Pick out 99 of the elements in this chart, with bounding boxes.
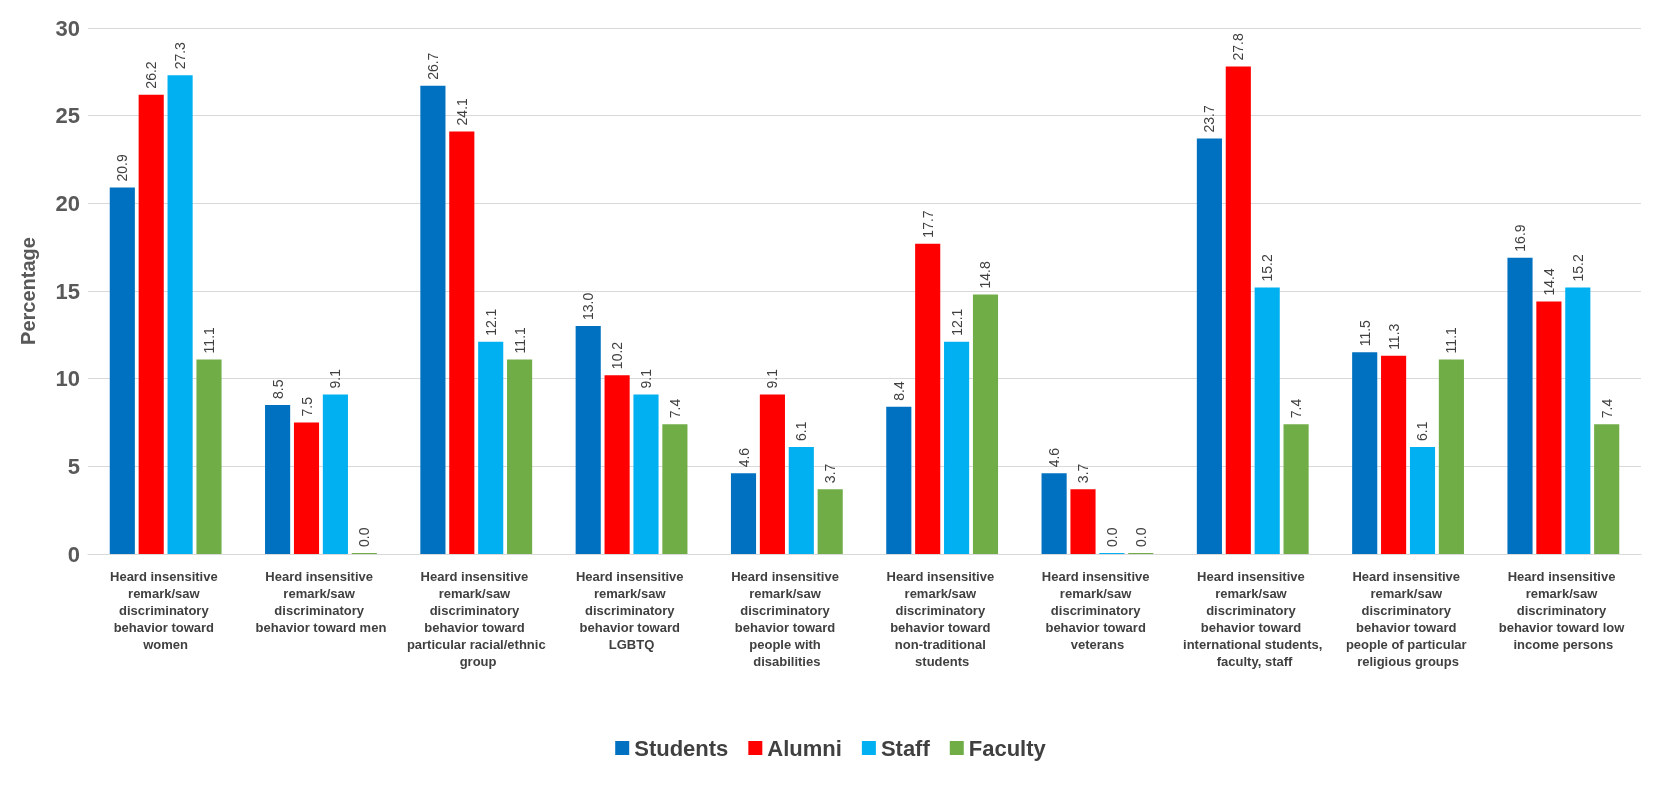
data-label: 6.1 bbox=[1414, 421, 1431, 442]
bar bbox=[575, 326, 601, 554]
data-label: 9.1 bbox=[764, 368, 781, 389]
y-axis-title: Percentage bbox=[17, 237, 39, 345]
bar bbox=[1254, 287, 1280, 554]
bar bbox=[1507, 257, 1533, 554]
data-label: 3.7 bbox=[822, 463, 839, 484]
data-label: 26.2 bbox=[143, 61, 160, 89]
x-tick-label: Heard insensitive remark/saw discriminatory behavior toward people of particular religious groups bbox=[1345, 569, 1471, 669]
data-label: 8.5 bbox=[269, 379, 286, 399]
data-label: 7.4 bbox=[1288, 398, 1305, 419]
data-label: 4.6 bbox=[1046, 447, 1063, 468]
data-label: 15.2 bbox=[1569, 254, 1586, 282]
data-label: 11.5 bbox=[1356, 319, 1373, 347]
data-label: 9.1 bbox=[327, 368, 344, 389]
data-label: 9.1 bbox=[638, 368, 654, 389]
data-label: 15.2 bbox=[1259, 254, 1276, 282]
data-label: 0.0 bbox=[1103, 527, 1120, 547]
bar bbox=[604, 375, 630, 554]
y-tick-label: 30 bbox=[55, 15, 80, 41]
data-label: 27.3 bbox=[172, 41, 189, 70]
data-label: 12.1 bbox=[482, 308, 499, 336]
data-label: 0.0 bbox=[356, 527, 373, 547]
data-label: 23.7 bbox=[1201, 105, 1218, 133]
data-label: 7.4 bbox=[1598, 398, 1615, 419]
x-tick-label: Heard insensitive remark/saw discriminatory behavior toward LGBTQ bbox=[575, 569, 688, 652]
bar bbox=[817, 489, 843, 554]
data-label: 10.2 bbox=[609, 341, 626, 370]
bar bbox=[109, 187, 135, 554]
bar bbox=[138, 94, 164, 554]
data-label: 0.0 bbox=[1132, 527, 1149, 547]
data-label: 11.1 bbox=[511, 326, 528, 354]
bar bbox=[449, 131, 475, 554]
x-tick-label: Heard insensitive remark/saw discriminatory behavior toward men bbox=[255, 569, 387, 635]
data-label: 7.5 bbox=[298, 396, 315, 417]
bar bbox=[1070, 489, 1096, 554]
bar bbox=[972, 294, 999, 554]
data-label: 26.7 bbox=[424, 52, 441, 80]
bar bbox=[420, 85, 446, 554]
data-label: 16.9 bbox=[1512, 224, 1529, 252]
bar bbox=[759, 394, 785, 554]
bar bbox=[265, 404, 291, 554]
data-label: 20.9 bbox=[114, 154, 131, 182]
legend-label: Alumni bbox=[767, 735, 842, 761]
bar bbox=[1565, 287, 1591, 554]
data-label: 8.4 bbox=[890, 381, 907, 401]
data-label: 11.1 bbox=[200, 326, 217, 354]
bar bbox=[1041, 473, 1067, 554]
bar bbox=[1438, 359, 1464, 554]
x-tick-label: Heard insensitive remark/saw discriminatory behavior toward people with disabilities bbox=[731, 569, 843, 669]
data-label: 13.0 bbox=[580, 292, 597, 321]
bar bbox=[1196, 138, 1222, 554]
data-label: 11.3 bbox=[1385, 323, 1402, 350]
y-tick-label: 25 bbox=[55, 103, 80, 129]
bar bbox=[730, 473, 757, 554]
data-label: 7.4 bbox=[666, 398, 683, 419]
bar bbox=[1409, 447, 1436, 554]
y-tick-label: 0 bbox=[67, 541, 80, 567]
bar bbox=[293, 422, 320, 554]
bar bbox=[886, 406, 912, 554]
data-label: 4.6 bbox=[735, 447, 752, 468]
y-tick-label: 5 bbox=[67, 453, 80, 479]
y-tick-label: 10 bbox=[55, 366, 80, 392]
data-label: 12.1 bbox=[948, 308, 965, 336]
x-tick-label: Heard insensitive remark/saw discriminatory behavior toward international students, faculty, staff bbox=[1183, 569, 1323, 669]
data-label: 14.4 bbox=[1540, 268, 1557, 296]
bar bbox=[196, 359, 222, 554]
bar bbox=[1381, 355, 1407, 554]
x-tick-label: Heard insensitive remark/saw discriminatory behavior toward low income persons bbox=[1498, 569, 1628, 652]
y-tick-label: 15 bbox=[55, 278, 80, 304]
bar bbox=[1225, 66, 1251, 554]
data-label: 3.7 bbox=[1075, 463, 1091, 484]
data-label: 24.1 bbox=[453, 97, 470, 126]
bar bbox=[633, 394, 659, 554]
bar bbox=[788, 447, 814, 554]
x-tick-label: Heard insensitive remark/saw discriminatory behavior toward women bbox=[110, 569, 222, 652]
bar bbox=[944, 341, 970, 554]
bar bbox=[167, 75, 193, 554]
y-tick-label: 20 bbox=[55, 190, 80, 216]
legend-label: Faculty bbox=[968, 735, 1047, 761]
data-label: 14.8 bbox=[977, 261, 994, 289]
data-label: 11.1 bbox=[1443, 326, 1460, 354]
bar bbox=[915, 243, 941, 554]
bar bbox=[662, 424, 688, 554]
x-tick-label: Heard insensitive remark/saw discriminatory behavior toward veterans bbox=[1041, 569, 1154, 652]
legend-label: Students bbox=[634, 735, 729, 761]
bar bbox=[478, 341, 504, 554]
bar bbox=[1352, 352, 1378, 554]
legend-label: Staff bbox=[880, 735, 931, 761]
bar bbox=[507, 359, 533, 554]
data-label: 27.8 bbox=[1230, 33, 1247, 61]
bar bbox=[1536, 301, 1562, 554]
x-tick-label: Heard insensitive remark/saw discriminatory behavior toward particular racial/ethnic group bbox=[406, 569, 546, 669]
x-tick-label: Heard insensitive remark/saw discriminatory behavior toward non-traditional students bbox=[886, 569, 998, 669]
bar bbox=[322, 394, 348, 554]
bar bbox=[1283, 424, 1309, 554]
bar bbox=[1594, 424, 1620, 554]
data-label: 6.1 bbox=[793, 421, 810, 442]
data-label: 17.7 bbox=[919, 210, 936, 238]
